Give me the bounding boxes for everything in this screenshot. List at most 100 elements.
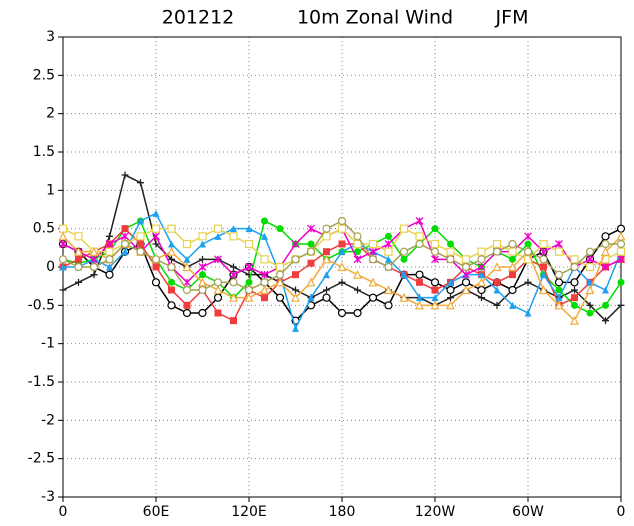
marker (245, 225, 253, 233)
marker (275, 277, 285, 287)
marker (182, 285, 192, 295)
chart-title: 10m Zonal Wind (297, 7, 453, 29)
marker (399, 224, 409, 233)
marker (447, 278, 454, 286)
marker (136, 232, 145, 241)
marker (400, 271, 408, 279)
marker (292, 324, 299, 332)
marker (213, 224, 223, 233)
series-line (62, 173, 622, 322)
marker (213, 285, 223, 295)
marker (337, 224, 347, 233)
marker (477, 285, 486, 295)
y-tick-label: 1 (46, 182, 55, 198)
marker (478, 271, 485, 279)
marker (198, 232, 207, 241)
marker (307, 294, 315, 302)
x-tick-label: 0 (617, 504, 626, 520)
marker (105, 247, 114, 256)
marker (90, 255, 98, 264)
y-tick-label: -0.5 (28, 297, 55, 313)
marker (477, 247, 486, 256)
y-tick-label: 0 (46, 259, 55, 275)
marker (602, 301, 609, 309)
marker (261, 294, 268, 302)
marker (152, 263, 160, 271)
marker (244, 292, 254, 302)
marker (198, 308, 207, 318)
marker (105, 270, 114, 279)
y-tick-label: 2 (46, 106, 55, 122)
marker (570, 278, 579, 287)
marker (477, 277, 486, 287)
marker (74, 262, 83, 272)
marker (244, 285, 254, 295)
marker (322, 254, 331, 264)
marker (58, 224, 68, 233)
marker (368, 255, 378, 264)
marker (354, 248, 361, 256)
marker (353, 232, 362, 241)
marker (338, 248, 346, 256)
marker (446, 300, 455, 310)
marker (323, 286, 330, 294)
marker (508, 262, 517, 272)
marker (447, 294, 454, 302)
marker (199, 240, 206, 248)
marker (275, 293, 285, 302)
marker (307, 259, 315, 267)
x-tick-label: 180 (329, 504, 356, 520)
marker (554, 300, 564, 310)
marker (59, 286, 67, 294)
marker (493, 301, 501, 309)
marker (446, 285, 455, 295)
marker (368, 293, 378, 302)
marker (168, 286, 175, 294)
marker (616, 239, 626, 249)
marker (493, 278, 501, 286)
chart-title: 201212 (162, 7, 235, 29)
marker (261, 232, 268, 240)
marker (75, 255, 82, 263)
marker (121, 248, 129, 256)
marker (477, 263, 486, 271)
marker (337, 262, 347, 272)
y-tick-label: -2.5 (28, 451, 55, 467)
marker (59, 263, 67, 271)
marker (478, 294, 485, 302)
marker (152, 240, 160, 248)
marker (106, 263, 113, 271)
marker (555, 294, 563, 302)
marker (245, 263, 253, 271)
marker (167, 224, 176, 233)
marker (447, 240, 454, 248)
marker (602, 286, 609, 294)
marker (524, 240, 532, 248)
marker (260, 278, 269, 287)
marker (431, 255, 439, 264)
marker (120, 239, 130, 249)
marker (323, 248, 330, 256)
marker (198, 277, 207, 287)
marker (229, 232, 238, 241)
marker (168, 278, 175, 286)
x-tick-label: 60E (143, 504, 170, 520)
marker (306, 247, 316, 256)
marker (137, 179, 144, 187)
marker (586, 255, 594, 264)
marker (229, 270, 238, 279)
marker (151, 278, 161, 287)
y-tick-label: -2 (41, 412, 55, 428)
marker (539, 285, 548, 295)
marker (214, 309, 222, 317)
marker (105, 240, 114, 248)
marker (338, 240, 346, 248)
marker (617, 301, 625, 309)
marker (492, 247, 502, 256)
marker (182, 308, 192, 318)
marker (585, 262, 595, 272)
marker (245, 278, 253, 286)
marker (415, 239, 424, 249)
marker (616, 247, 626, 256)
